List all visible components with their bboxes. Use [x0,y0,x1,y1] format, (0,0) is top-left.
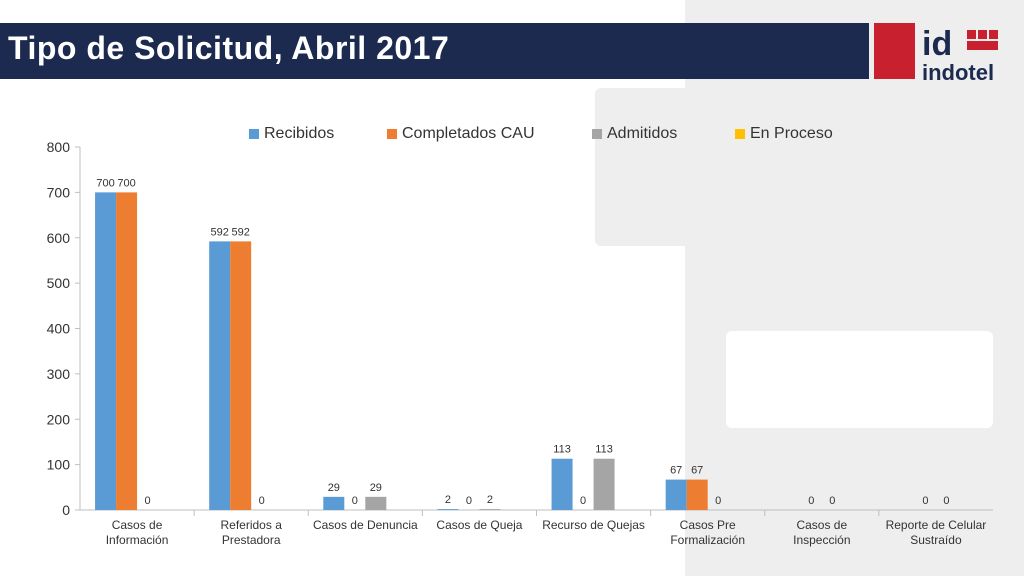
bar [437,509,459,510]
legend-label: En Proceso [750,125,833,142]
legend-swatch [735,129,745,139]
bar [665,479,687,510]
data-label: 29 [370,482,382,494]
x-tick-label: Referidos a Prestadora [221,518,283,547]
data-label: 0 [808,495,814,507]
bar [95,192,117,510]
legend-swatch [249,129,259,139]
x-tick-label: Casos Pre Formalización [670,518,745,547]
data-label: 0 [829,495,835,507]
page-title: Tipo de Solicitud, Abril 2017 [8,30,450,66]
data-label: 2 [445,494,451,506]
data-label: 113 [553,444,571,456]
legend-item: Admitidos [592,125,677,143]
data-label: 67 [691,465,703,477]
data-label: 0 [922,495,928,507]
data-label: 0 [259,495,265,507]
data-label: 29 [328,482,340,494]
legend-swatch [592,129,602,139]
legend-label: Recibidos [264,125,335,142]
bar [686,479,708,510]
data-label: 0 [466,495,472,507]
bar [479,509,501,510]
x-tick-label: Casos de Información [106,518,169,547]
brand-color-block [874,23,915,79]
data-label: 700 [117,177,135,189]
legend-swatch [387,129,397,139]
legend-label: Admitidos [607,125,678,142]
data-label: 0 [580,495,586,507]
data-label: 592 [232,226,250,238]
data-label: 0 [145,495,151,507]
data-label: 0 [352,495,358,507]
y-tick-label: 300 [47,366,71,382]
y-tick-label: 0 [62,502,70,518]
x-tick-label: Recurso de Quejas [542,518,645,532]
data-label: 67 [670,465,682,477]
legend-label: Completados CAU [402,125,535,142]
bar [551,458,573,510]
data-label: 700 [96,177,114,189]
bar [116,192,138,510]
logo-name: indotel [922,60,994,84]
data-label: 0 [943,495,949,507]
legend-item: Completados CAU [387,125,535,143]
indotel-logo: id indotel [922,25,998,84]
y-tick-label: 500 [47,275,71,291]
data-label: 2 [487,494,493,506]
background-panel-small [595,88,778,246]
blank-card [726,331,993,428]
chart-legend: Recibidos Completados CAU Admitidos En Proc… [0,125,1024,145]
bar [209,241,231,510]
bar [323,496,345,510]
y-tick-label: 700 [47,184,71,200]
x-tick-label: Casos de Inspección [793,518,850,547]
y-tick-label: 200 [47,411,71,427]
data-label: 0 [715,495,721,507]
y-tick-label: 400 [47,321,71,337]
legend-item: En Proceso [735,125,833,143]
title-bar [0,23,869,79]
bar [230,241,252,510]
x-tick-label: Casos de Denuncia [313,518,418,532]
logo-mark: id [922,25,952,63]
data-label: 592 [211,226,229,238]
legend-item: Recibidos [249,125,334,143]
y-tick-label: 100 [47,457,71,473]
x-tick-label: Reporte de Celular Sustraído [886,518,987,547]
bar [593,458,615,510]
y-tick-label: 600 [47,230,71,246]
y-tick-label: 800 [47,139,71,155]
bar [365,496,387,510]
x-tick-label: Casos de Queja [436,518,522,532]
data-label: 113 [595,444,613,456]
